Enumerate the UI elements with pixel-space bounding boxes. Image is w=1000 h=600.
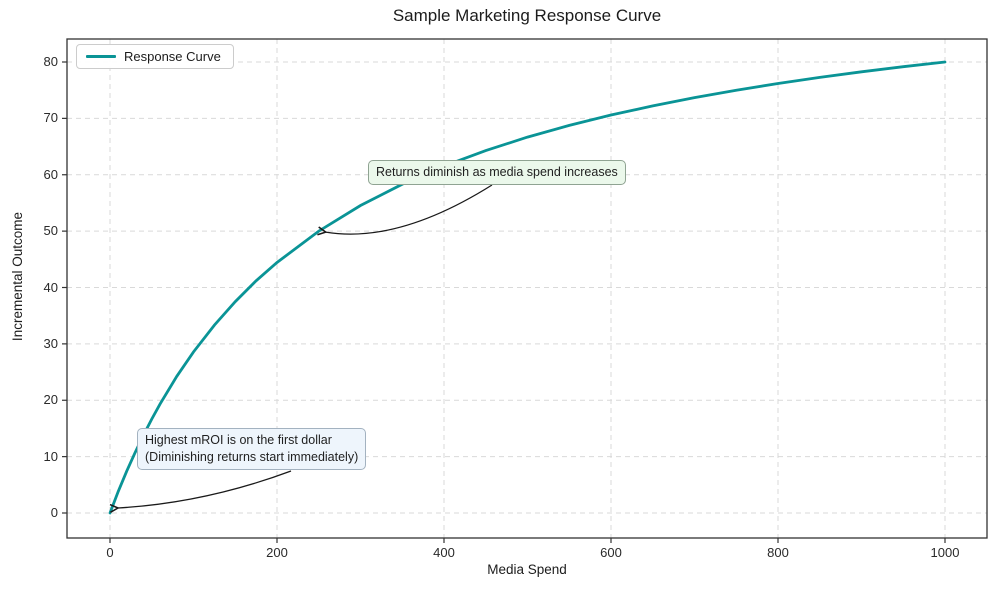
x-axis-label: Media Spend [487,562,567,577]
annotation-arrow-diminishing-returns [326,184,493,234]
annotation-text-line-1: Highest mROI is on the first dollar [145,433,332,447]
x-tick-label: 1000 [930,545,960,560]
x-tick-label: 800 [767,545,789,560]
x-tick-label: 200 [266,545,288,560]
annotation-highest-mroi: Highest mROI is on the first dollar (Dim… [137,428,367,470]
legend-label: Response Curve [124,49,221,64]
y-tick-label: 60 [43,166,58,182]
y-tick-label: 20 [43,392,58,408]
annotation-text: Returns diminish as media spend increase… [376,165,618,179]
chart-title: Sample Marketing Response Curve [392,6,662,25]
x-tick-label: 400 [433,545,455,560]
y-tick-label: 10 [43,448,58,464]
y-tick-label: 0 [50,505,58,520]
y-tick-label: 50 [43,223,58,239]
y-tick-label: 70 [43,110,58,126]
axes-spines [66,38,988,539]
y-tick-label: 30 [43,335,58,351]
y-tick-label: 80 [43,54,58,69]
response-curve [108,60,947,515]
legend: Response Curve [76,44,234,69]
annotation-text-line-2: (Diminishing returns start immediately) [145,450,359,464]
annotation-diminishing-returns: Returns diminish as media spend increase… [368,160,626,185]
x-tick-label: 0 [106,545,114,560]
x-tick-label: 600 [600,545,622,560]
legend-line-swatch [86,55,116,58]
y-tick-label: 40 [43,279,58,295]
annotation-arrow-highest-mroi [118,470,292,508]
